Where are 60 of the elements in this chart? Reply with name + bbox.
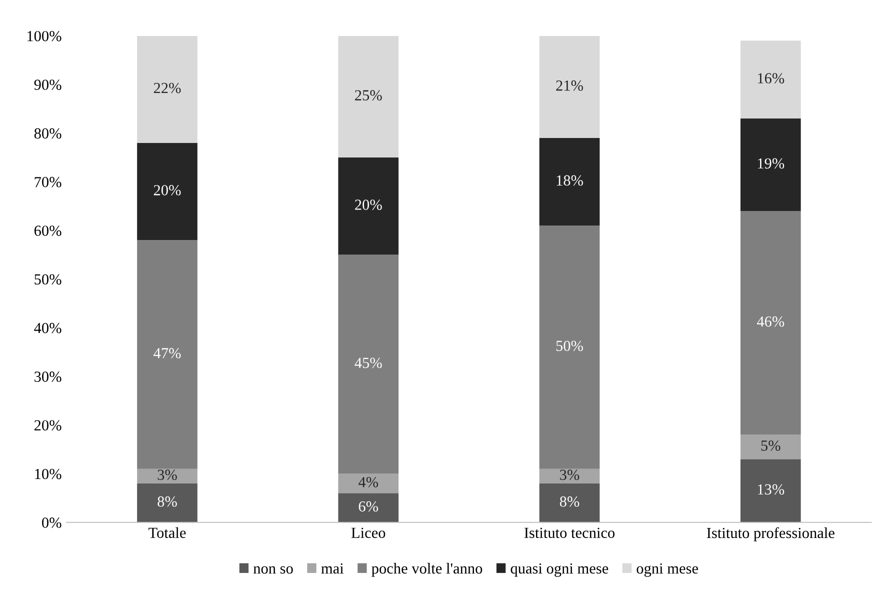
bar: [137, 240, 198, 469]
data-label: 16%: [758, 73, 784, 84]
bar: [338, 493, 399, 522]
data-label: 8%: [560, 496, 580, 507]
y-tick-label: 20%: [34, 420, 62, 431]
x-tick-label: Istituto tecnico: [524, 528, 615, 538]
data-label: 8%: [158, 496, 177, 507]
data-label: 47%: [154, 348, 181, 358]
data-label: 19%: [758, 158, 784, 169]
bar: [539, 138, 600, 226]
data-label: 20%: [154, 185, 181, 196]
y-tick-label: 60%: [34, 226, 62, 236]
bar: [137, 142, 198, 240]
legend-label: ogni mese: [636, 563, 698, 577]
x-tick-label: Liceo: [351, 528, 386, 538]
bar: [740, 40, 801, 119]
y-tick-label: 40%: [34, 322, 62, 334]
data-label: 21%: [556, 80, 583, 91]
bar: [338, 36, 399, 158]
bar: [740, 459, 801, 522]
x-tick-label: Istituto professionale: [706, 527, 834, 542]
y-tick-label: 80%: [34, 128, 62, 139]
bar: [137, 483, 198, 522]
data-label: 18%: [556, 175, 583, 186]
data-label: 6%: [358, 501, 378, 512]
data-label: 45%: [354, 358, 382, 368]
data-label: 20%: [355, 200, 382, 210]
data-label: 13%: [758, 484, 784, 495]
bar: [539, 483, 600, 522]
y-tick-label: 90%: [34, 80, 62, 90]
bar: [137, 36, 198, 143]
data-label: 46%: [756, 316, 784, 327]
y-tick-label: 100%: [28, 30, 62, 42]
bar: [740, 434, 801, 460]
y-tick-label: 50%: [34, 274, 62, 285]
bar: [539, 226, 600, 469]
bar: [740, 210, 801, 435]
data-label: 3%: [158, 470, 177, 480]
y-tick-label: 0%: [42, 518, 62, 528]
y-tick-label: 10%: [35, 468, 62, 480]
legend-label: quasi ogni mese: [510, 563, 608, 577]
bar: [539, 36, 600, 138]
data-label: 5%: [761, 440, 780, 451]
x-tick-label: Totale: [148, 527, 186, 538]
legend-label: mai: [321, 563, 344, 574]
bar: [137, 468, 198, 484]
data-label: 50%: [556, 340, 583, 352]
data-label: 4%: [358, 476, 378, 488]
y-tick-label: 70%: [34, 176, 62, 188]
bar: [740, 118, 801, 211]
data-label: 22%: [154, 82, 181, 94]
data-label: 3%: [560, 470, 580, 480]
data-label: 25%: [355, 90, 382, 101]
bar: [338, 157, 399, 255]
legend-label: non so: [253, 566, 293, 574]
y-tick-label: 30%: [34, 372, 62, 382]
bar: [338, 254, 399, 474]
legend-label: poche volte l'anno: [372, 562, 482, 577]
bar: [338, 474, 399, 494]
bar: [539, 468, 600, 484]
